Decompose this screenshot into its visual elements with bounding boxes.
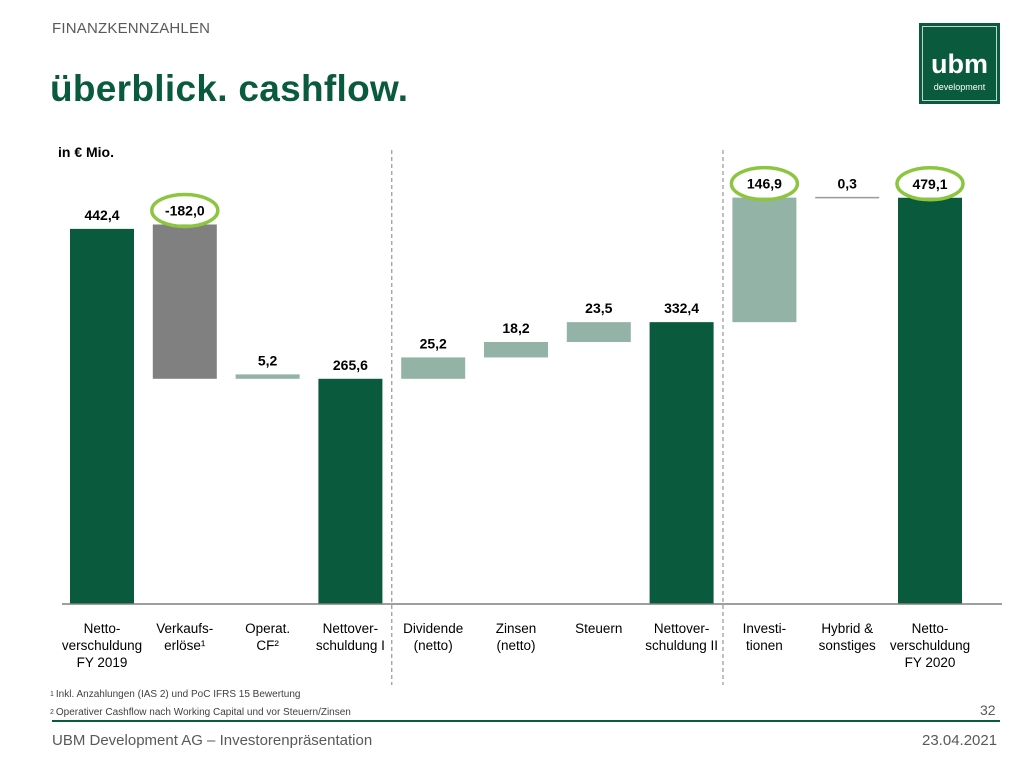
category-label-11: Netto-verschuldung FY 2020 xyxy=(890,621,970,670)
bar-value-label-4: 265,6 xyxy=(333,357,368,373)
bar-value-label-5: 25,2 xyxy=(420,335,447,351)
category-label-10: Hybrid & sonstiges xyxy=(819,621,876,653)
category-label-3: Operat. CF² xyxy=(245,621,290,653)
logo-subtitle: development xyxy=(933,82,986,92)
footnote-1-marker: 1 xyxy=(50,691,54,698)
category-label-line: schuldung I xyxy=(316,638,385,653)
category-label-line: Netto- xyxy=(84,621,121,636)
category-label-line: sonstiges xyxy=(819,638,876,653)
category-label-8: Nettover-schuldung II xyxy=(645,621,718,653)
logo-frame xyxy=(922,26,997,101)
category-label-1: Netto-verschuldung FY 2019 xyxy=(62,621,142,670)
ubm-logo: ubm development xyxy=(919,23,1000,104)
category-label-line: FY 2019 xyxy=(77,655,128,670)
category-label-7: Steuern xyxy=(575,621,622,636)
category-label-line: Hybrid & xyxy=(821,621,873,636)
bar-1 xyxy=(70,228,134,605)
highlight-ring-2 xyxy=(150,192,220,229)
category-label-line: tionen xyxy=(746,638,783,653)
category-label-line: FY 2020 xyxy=(905,655,956,670)
category-label-4: Nettover-schuldung I xyxy=(316,621,385,653)
category-label-line: Operat. xyxy=(245,621,290,636)
bar-value-label-10: 0,3 xyxy=(837,176,857,192)
category-label-line: erlöse¹ xyxy=(164,638,206,653)
category-label-line: (netto) xyxy=(414,638,453,653)
bar-value-label-3: 5,2 xyxy=(258,352,278,368)
footer-divider xyxy=(52,720,1000,722)
highlight-ring-9 xyxy=(729,165,800,202)
bar-9 xyxy=(732,197,797,323)
bar-value-label-11: 479,1 xyxy=(912,176,947,192)
category-label-line: Verkaufs- xyxy=(156,621,213,636)
highlight-ring-11 xyxy=(895,166,965,202)
chart-unit-label: in € Mio. xyxy=(58,144,114,160)
logo-wordmark: ubm xyxy=(931,49,988,79)
category-label-line: (netto) xyxy=(496,638,535,653)
category-label-5: Dividende (netto) xyxy=(403,621,463,653)
bar-value-label-1: 442,4 xyxy=(84,207,119,223)
category-label-line: verschuldung xyxy=(890,638,970,653)
footnote-2: 2 Operativer Cashflow nach Working Capita… xyxy=(50,706,351,724)
footnote-1: 1 Inkl. Anzahlungen (IAS 2) und PoC IFRS … xyxy=(50,688,351,706)
category-label-line: Nettover- xyxy=(654,621,710,636)
category-label-2: Verkaufs-erlöse¹ xyxy=(156,621,213,653)
bar-6 xyxy=(484,341,548,358)
bar-value-label-9: 146,9 xyxy=(747,176,782,192)
category-label-line: verschuldung xyxy=(62,638,142,653)
footnotes: 1 Inkl. Anzahlungen (IAS 2) und PoC IFRS … xyxy=(50,688,351,724)
bar-value-label-7: 23,5 xyxy=(585,300,612,316)
category-label-line: schuldung II xyxy=(645,638,718,653)
bar-4 xyxy=(318,378,383,604)
bar-8 xyxy=(649,322,714,604)
bar-11 xyxy=(898,197,962,604)
bar-7 xyxy=(566,322,631,342)
category-label-line: Nettover- xyxy=(323,621,379,636)
category-label-line: Dividende xyxy=(403,621,463,636)
bar-value-label-8: 332,4 xyxy=(664,300,699,316)
footnote-1-text: Inkl. Anzahlungen (IAS 2) und PoC IFRS 1… xyxy=(55,689,301,700)
bar-value-label-6: 18,2 xyxy=(502,320,529,336)
category-label-line: CF² xyxy=(256,638,279,653)
bar-value-label-2: -182,0 xyxy=(165,202,205,218)
bar-5 xyxy=(401,357,466,379)
category-label-6: Zinsen (netto) xyxy=(496,621,537,653)
category-label-9: Investi-tionen xyxy=(743,621,787,653)
category-label-line: Steuern xyxy=(575,621,622,636)
waterfall-chart: 442,4 Netto-verschuldung FY 2019 -182,0 Verk… xyxy=(62,150,1002,685)
section-label: FINANZKENNZAHLEN xyxy=(52,20,211,37)
footer-date: 23.04.2021 xyxy=(922,732,998,749)
category-label-line: Investi- xyxy=(743,621,787,636)
page-number: 32 xyxy=(980,702,996,718)
category-label-line: Netto- xyxy=(912,621,949,636)
bar-2 xyxy=(152,224,217,379)
category-label-line: Zinsen xyxy=(496,621,537,636)
slide-title: überblick. cashflow. xyxy=(50,68,409,109)
footnote-2-marker: 2 xyxy=(50,709,54,716)
footer-company: UBM Development AG – Investorenpräsentat… xyxy=(52,732,373,749)
bar-3 xyxy=(235,374,300,379)
footnote-2-text: Operativer Cashflow nach Working Capital… xyxy=(55,707,351,718)
